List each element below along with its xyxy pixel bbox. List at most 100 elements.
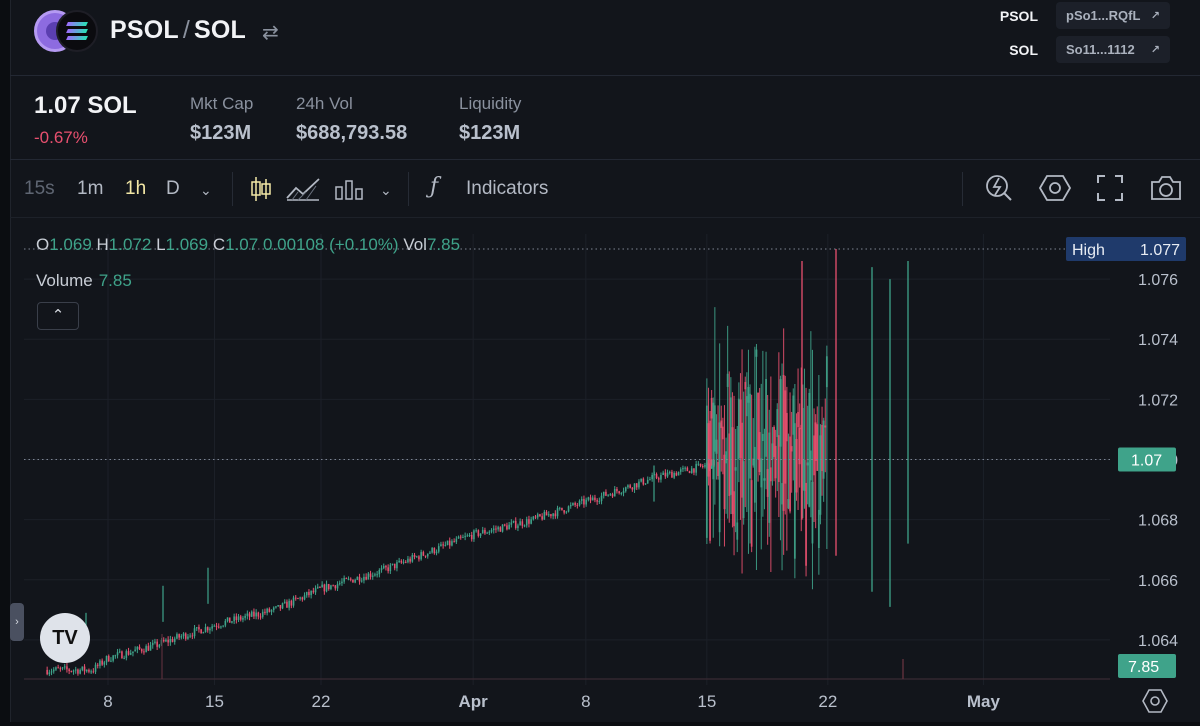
candle-body	[602, 491, 605, 496]
address-chip-sol[interactable]: So11...1112 ↗	[1056, 36, 1170, 63]
candle-body	[728, 433, 731, 496]
high-value: 1.072	[108, 235, 152, 254]
candle-body	[777, 435, 780, 483]
interval-d[interactable]: D	[166, 178, 180, 199]
camera-icon[interactable]	[1150, 175, 1182, 201]
candle-body	[569, 505, 572, 507]
candle-body	[129, 653, 132, 655]
candle-body	[519, 521, 521, 526]
address-label: SOL	[1009, 41, 1038, 58]
candle-body	[123, 657, 125, 659]
candle-body	[484, 529, 486, 534]
candle-body	[209, 628, 211, 631]
candle-body	[378, 569, 381, 575]
axis-settings-icon[interactable]	[1142, 688, 1168, 714]
stat-mkt-cap: Mkt Cap $123M	[190, 94, 253, 145]
tradingview-logo-icon[interactable]: TV	[40, 613, 90, 663]
candle-body	[134, 649, 136, 652]
y-tick-label: 1.066	[1138, 573, 1178, 590]
candle-body	[288, 600, 290, 608]
candlestick-plot[interactable]: 1.0641.0661.0681.0701.0721.0741.07681522…	[10, 218, 1200, 726]
candle-body	[279, 605, 282, 609]
interval-1m[interactable]: 1m	[77, 178, 104, 199]
quick-replace-icon[interactable]	[985, 173, 1013, 203]
candle-body	[231, 621, 233, 623]
candle-body	[755, 349, 758, 357]
last-price-badge	[1118, 447, 1176, 472]
indicators-button[interactable]: Indicators	[466, 178, 549, 199]
candle-body	[499, 527, 502, 532]
candle-body	[712, 402, 715, 480]
settings-icon[interactable]	[1039, 173, 1071, 203]
fullscreen-icon[interactable]	[1097, 175, 1123, 201]
candle-body	[723, 454, 726, 510]
candle-body	[79, 669, 81, 674]
candle-body	[757, 392, 759, 460]
candle-body	[440, 544, 442, 547]
candle-body	[761, 433, 764, 441]
candle-body	[149, 645, 152, 651]
candle-body	[451, 541, 453, 546]
candle-body	[413, 555, 416, 557]
chevron-down-icon[interactable]: ⌄	[380, 182, 392, 198]
candle-body	[695, 464, 697, 473]
candle-body	[136, 646, 139, 650]
candle-body	[398, 560, 400, 563]
candle-body	[88, 669, 90, 672]
low-label: L	[156, 235, 166, 254]
candle-body	[668, 471, 671, 473]
candle-body	[600, 495, 603, 502]
candle-body	[521, 521, 524, 526]
candle-body	[713, 405, 716, 452]
candle-body	[343, 578, 345, 582]
candle-body	[642, 478, 645, 485]
price-chart[interactable]: 1.0641.0661.0681.0701.0721.0741.07681522…	[10, 218, 1200, 726]
bars-icon[interactable]	[334, 178, 364, 200]
candle-body	[444, 544, 447, 546]
candle-body	[239, 616, 242, 620]
candle-body	[594, 497, 596, 501]
high-label: H	[96, 235, 109, 254]
area-chart-icon[interactable]	[286, 176, 320, 202]
candle-body	[501, 524, 504, 532]
open-value: 1.069	[49, 235, 92, 254]
candle-body	[261, 611, 264, 617]
candle-body	[312, 590, 315, 593]
candle-body	[429, 552, 431, 554]
interval-1h[interactable]: 1h	[125, 178, 147, 199]
fx-icon[interactable]: ƒ	[430, 174, 439, 199]
sidebar-toggle-handle[interactable]: ›	[10, 603, 24, 641]
collapse-legend-button[interactable]: ⌃	[37, 302, 79, 330]
swap-arrows-icon[interactable]: ⇄	[262, 22, 279, 44]
interval-15s[interactable]: 15s	[24, 178, 55, 199]
candle-body	[189, 635, 191, 637]
candle-body	[822, 420, 825, 479]
candle-body	[140, 649, 143, 652]
candle-body	[237, 616, 240, 621]
candle-body	[725, 451, 727, 464]
stat-24h-vol: 24h Vol $688,793.58	[296, 94, 407, 145]
candle-body	[371, 575, 374, 577]
candle-body	[184, 633, 187, 639]
candle-body	[246, 613, 249, 616]
candle-body	[731, 427, 734, 514]
open-label: O	[36, 235, 50, 254]
candle-body	[426, 553, 429, 557]
candle-body	[424, 555, 427, 557]
candle-body	[77, 669, 79, 674]
candle-body	[292, 597, 295, 606]
candles-icon[interactable]	[250, 176, 272, 202]
candle-body	[638, 481, 640, 488]
candle-body	[710, 398, 713, 419]
candle-body	[510, 522, 513, 525]
candle-body	[697, 463, 700, 465]
candle-body	[61, 667, 64, 669]
candle-body	[266, 608, 268, 613]
candle-body	[290, 600, 293, 606]
address-chip-psol[interactable]: pSo1...RQfL ↗	[1056, 2, 1170, 29]
candle-body	[215, 625, 218, 627]
candle-body	[162, 639, 165, 642]
chevron-down-icon[interactable]: ⌄	[200, 182, 212, 198]
candle-body	[400, 560, 403, 563]
candle-body	[816, 424, 819, 471]
